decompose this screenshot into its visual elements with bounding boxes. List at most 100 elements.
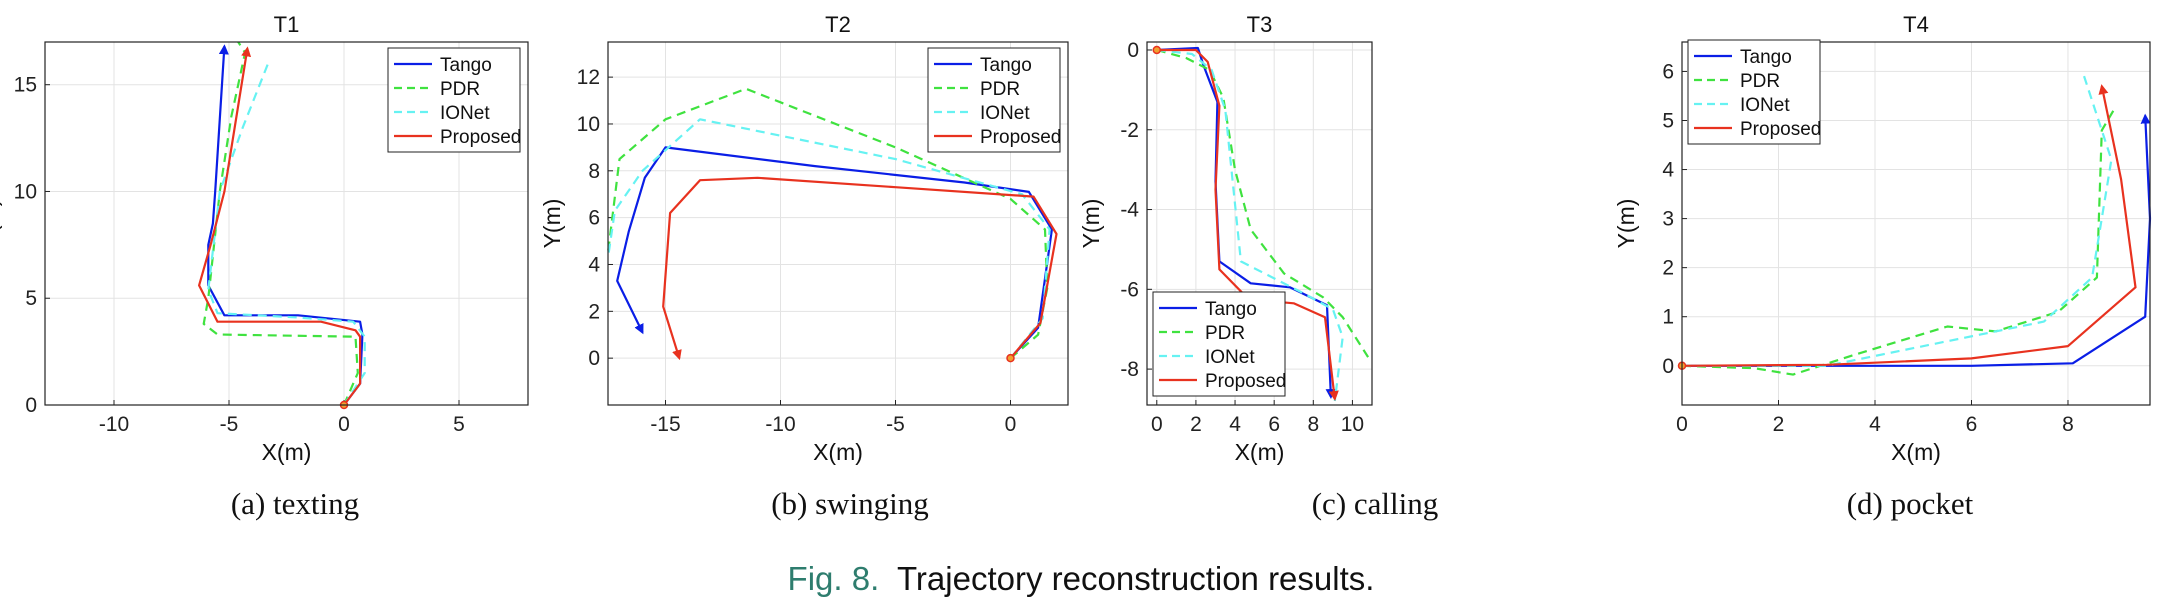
legend-label-pdr: PDR: [980, 79, 1020, 100]
x-axis-label: X(m): [813, 439, 863, 465]
series-line-ionet: [606, 118, 1051, 359]
legend: Tango PDR IONet Proposed: [387, 47, 521, 153]
y-tick-label: 0: [25, 394, 37, 417]
x-tick-label: 6: [1966, 413, 1978, 436]
legend-label-proposed: Proposed: [980, 127, 1061, 148]
legend-label-proposed: Proposed: [440, 127, 521, 148]
legend-label-proposed: Proposed: [1740, 119, 1821, 140]
subcaption-c: (c) calling: [1311, 486, 1439, 521]
y-tick-label: 0: [1127, 39, 1139, 62]
legend: Tango PDR IONet Proposed: [1152, 291, 1286, 397]
series-line-pdr: [1681, 105, 2118, 376]
y-tick-label: 12: [577, 66, 600, 89]
x-tick-label: -15: [650, 413, 680, 436]
legend-label-ionet: IONet: [1740, 95, 1790, 116]
series-line-proposed: [198, 46, 362, 406]
legend-label-tango: Tango: [1740, 47, 1792, 68]
y-tick-label: -2: [1120, 119, 1139, 142]
legend-label-tango: Tango: [440, 55, 492, 76]
x-tick-label: 5: [453, 413, 465, 436]
legend-box: [927, 47, 1061, 153]
x-tick-label: -10: [765, 413, 795, 436]
series-line-ionet: [1682, 71, 2113, 367]
series-line-proposed: [1156, 48, 1339, 401]
y-axis-label: Y(m): [1078, 199, 1104, 249]
legend-label-pdr: PDR: [1740, 71, 1780, 92]
x-tick-label: 2: [1190, 413, 1202, 436]
legend-label-pdr: PDR: [440, 79, 480, 100]
chart-title: T4: [1903, 12, 1929, 37]
y-tick-label: 8: [588, 160, 600, 183]
x-tick-label: 4: [1869, 413, 1881, 436]
legend-label-ionet: IONet: [440, 103, 490, 124]
x-tick-label: 0: [1676, 413, 1688, 436]
legend-label-ionet: IONet: [980, 103, 1030, 124]
y-tick-label: 6: [1662, 60, 1674, 83]
figure-caption-text: Trajectory reconstruction results.: [897, 560, 1375, 597]
x-tick-label: 2: [1773, 413, 1785, 436]
legend-label-pdr: PDR: [1205, 323, 1245, 344]
y-tick-label: 10: [577, 113, 600, 136]
x-tick-label: 6: [1268, 413, 1280, 436]
legend-box: [387, 47, 521, 153]
y-tick-label: 2: [1662, 257, 1674, 280]
x-tick-label: 0: [338, 413, 350, 436]
x-tick-label: -10: [99, 413, 129, 436]
series-line-proposed: [662, 176, 1058, 361]
chart-title: T3: [1247, 12, 1273, 37]
subcaption-a: (a) texting: [230, 486, 360, 521]
y-tick-label: 2: [588, 300, 600, 323]
y-tick-label: 0: [1662, 355, 1674, 378]
y-tick-label: 5: [1662, 109, 1674, 132]
x-tick-label: 0: [1151, 413, 1163, 436]
plot-frame: [607, 41, 1069, 406]
subcaption-d: (d) pocket: [1846, 486, 1974, 521]
y-tick-label: 0: [588, 347, 600, 370]
series-line-proposed: [1681, 84, 2137, 367]
y-tick-label: -4: [1120, 199, 1139, 222]
x-axis-label: X(m): [1235, 439, 1285, 465]
legend-box: [1152, 291, 1286, 397]
y-tick-label: 3: [1662, 208, 1674, 231]
plot-frame: [1681, 41, 2151, 406]
legend-box: [1687, 39, 1821, 145]
x-axis-label: X(m): [262, 439, 312, 465]
y-axis-label: Y(m): [539, 199, 565, 249]
chart-title: T1: [274, 12, 300, 37]
plot-frame: [1146, 41, 1373, 406]
y-tick-label: -6: [1120, 278, 1139, 301]
start-point: [1006, 353, 1015, 363]
x-axis-label: X(m): [1891, 439, 1941, 465]
y-axis-label: Y(m): [1613, 199, 1639, 249]
legend-label-tango: Tango: [980, 55, 1032, 76]
legend-label-proposed: Proposed: [1205, 371, 1286, 392]
x-tick-label: 0: [1005, 413, 1017, 436]
series-line-pdr: [202, 41, 359, 406]
chart-title: T2: [825, 12, 851, 37]
legend: Tango PDR IONet Proposed: [927, 47, 1061, 153]
x-tick-label: -5: [220, 413, 239, 436]
legend-label-ionet: IONet: [1205, 347, 1255, 368]
y-tick-label: 15: [14, 74, 37, 97]
legend-label-tango: Tango: [1205, 299, 1257, 320]
legend: Tango PDR IONet Proposed: [1687, 39, 1821, 145]
y-tick-label: 4: [588, 253, 600, 276]
y-tick-label: 4: [1662, 159, 1674, 182]
y-tick-label: -8: [1120, 358, 1139, 381]
x-tick-label: -5: [886, 413, 905, 436]
chart-3: 0 2 4 6 8 10 -8 -6 -4 -2 0 T3 X(m) Y(m) Tango PDR IONet P…: [1078, 12, 1373, 465]
y-tick-label: 5: [25, 287, 37, 310]
series-line-ionet: [207, 62, 366, 406]
x-tick-label: 4: [1229, 413, 1241, 436]
series-line-tango: [207, 44, 364, 406]
figure-caption-label: Fig. 8.: [787, 560, 880, 597]
y-tick-label: 10: [14, 180, 37, 203]
subcaption-b: (b) swinging: [771, 486, 929, 521]
x-tick-label: 10: [1341, 413, 1364, 436]
chart-2: -15 -10 -5 0 0 2 4 6 8 10 12 T2 X(m) Y(m) Tango PDR IONe…: [539, 12, 1069, 465]
x-tick-label: 8: [2062, 413, 2074, 436]
chart-4: 0 2 4 6 8 0 1 2 3 4 5 6 T4 X(m) Y(m) Tango PDR IONet Propo…: [1613, 12, 2152, 465]
plot-frame: [44, 41, 529, 406]
figure-caption: Fig. 8. Trajectory reconstruction result…: [0, 560, 2162, 598]
